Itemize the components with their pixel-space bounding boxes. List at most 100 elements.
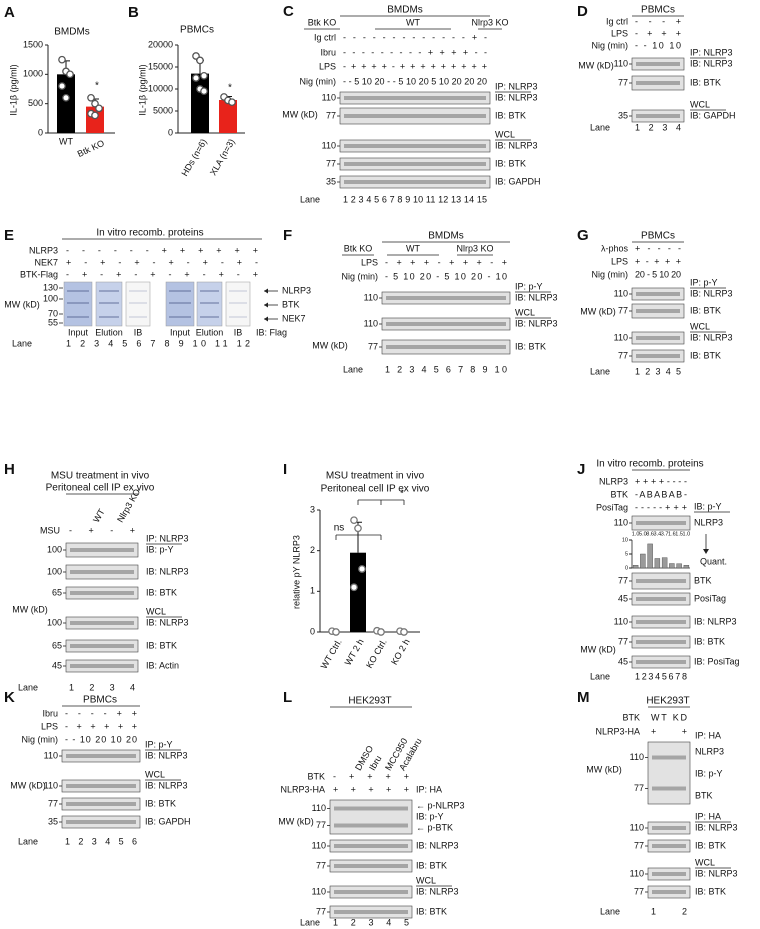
condition-label: Nig (min) <box>591 269 628 279</box>
condition-label: NLRP3 <box>29 245 58 255</box>
band <box>129 302 147 304</box>
blot-label: WCL <box>146 606 166 616</box>
data-point <box>354 524 362 533</box>
data-point <box>95 104 103 113</box>
bar <box>647 543 653 569</box>
value-label: 1.5 <box>675 531 683 537</box>
category-label: WT 2 h <box>343 637 366 667</box>
mw-marker: 110 <box>44 750 58 760</box>
arrow-head <box>703 549 709 554</box>
group-label: Btk KO <box>344 243 373 253</box>
condition-label: BTK <box>622 712 640 722</box>
group-label: WT <box>406 243 420 253</box>
band <box>70 570 134 574</box>
mw-marker: 130 <box>43 282 58 292</box>
category-label: HDs (n=6) <box>179 137 208 178</box>
bar <box>669 563 675 569</box>
blot-label: IB: BTK <box>690 350 721 360</box>
mw-marker: 45 <box>618 593 628 603</box>
mw-label: MW (kD) <box>578 60 614 70</box>
mw-marker: 110 <box>630 822 644 832</box>
y-tick-label: 15000 <box>148 61 173 71</box>
lane-label: Lane <box>590 122 610 132</box>
band <box>67 302 89 304</box>
blot <box>329 799 413 835</box>
value-label: 5.0 <box>639 531 647 537</box>
bar <box>640 553 646 569</box>
gel-label: IB <box>134 327 143 337</box>
panel-title: PBMCs <box>180 25 214 36</box>
band <box>652 890 686 894</box>
lane-label: Lane <box>300 194 320 204</box>
gel <box>63 281 93 327</box>
mw-marker: 110 <box>614 288 628 298</box>
blot-label: ← p-NLRP3 <box>416 800 465 810</box>
mw-marker: 35 <box>48 816 58 826</box>
mw-marker: 77 <box>368 341 378 351</box>
mw-label: MW (kD) <box>282 109 318 119</box>
lane-label: Lane <box>12 338 32 348</box>
mw-marker: 100 <box>43 293 58 303</box>
condition-marks: - + - + <box>69 525 135 535</box>
condition-marks: - + + + <box>635 28 681 38</box>
band <box>99 302 119 304</box>
lane-numbers: 1 2 3 4 5 6 7 8 9 10 11 12 <box>66 338 250 348</box>
mw-marker: 35 <box>618 110 628 120</box>
data-point <box>66 70 74 79</box>
mw-marker: 70 <box>48 308 58 318</box>
condition-label: LPS <box>41 721 58 731</box>
mw-marker: 77 <box>618 575 628 585</box>
blot-label: IB: BTK <box>695 840 726 850</box>
panel-title: PBMCs <box>641 231 675 242</box>
blot-label: IP: NLRP3 <box>146 533 189 543</box>
band <box>200 316 219 318</box>
band <box>66 754 136 758</box>
mw-marker: 100 <box>47 617 62 627</box>
condition-marks: + - + - + - + - + - + - <box>66 257 258 267</box>
condition-marks: + - - - - <box>635 243 681 253</box>
panel-title: BMDMs <box>54 27 90 38</box>
blot-label: NLRP3 <box>695 746 724 756</box>
mw-marker: 110 <box>614 616 628 626</box>
panel-title: PBMCs <box>83 695 117 706</box>
arrow-head <box>264 302 268 308</box>
blot-label: IB: NLRP3 <box>145 780 188 790</box>
band <box>70 591 134 595</box>
blot-label: IB: GAPDH <box>690 110 736 120</box>
blot-label: IB: BTK <box>695 886 726 896</box>
band <box>652 755 686 760</box>
category-label: XLA (n=3) <box>208 137 237 177</box>
data-point <box>196 56 204 65</box>
mw-label: MW (kD) <box>10 780 46 790</box>
blot-label: WCL <box>690 321 710 331</box>
condition-marks: - - 5 10 20 - - 5 10 20 5 10 20 20 20 <box>343 76 487 86</box>
blot-label: IB: p-Y <box>146 544 174 554</box>
condition-label: Ibru <box>320 47 336 57</box>
blot-label: IB: NLRP3 <box>416 886 459 896</box>
panel-letter: A <box>4 4 15 21</box>
mw-marker: 110 <box>322 140 336 150</box>
y-tick-label: 0 <box>625 565 628 571</box>
y-tick-label: 1500 <box>23 39 43 49</box>
mw-marker: 77 <box>618 350 628 360</box>
condition-marks: - 5 10 20 - 5 10 20 - 10 <box>385 271 507 281</box>
band <box>636 597 686 601</box>
condition-marks: 20 - 5 10 20 <box>635 269 681 279</box>
mw-marker: 110 <box>614 517 628 527</box>
condition-label: PosiTag <box>596 502 628 512</box>
mw-marker: 110 <box>364 318 378 328</box>
band-label: NLRP3 <box>282 285 311 295</box>
condition-label: NLRP3 <box>599 476 628 486</box>
bar <box>654 558 661 569</box>
group-label: Nlrp3 KO <box>456 243 493 253</box>
data-point <box>350 516 358 525</box>
blot-label: IB: NLRP3 <box>515 318 558 328</box>
data-point <box>332 628 340 636</box>
panel-title: HEK293T <box>646 696 689 707</box>
y-tick-label: 10000 <box>148 83 173 93</box>
group-label: WT <box>91 507 107 525</box>
blot-label: IB: p-Y <box>694 501 722 511</box>
lane-numbers: 1 2 3 4 5 <box>333 917 409 927</box>
lane-label: Lane <box>343 364 363 374</box>
